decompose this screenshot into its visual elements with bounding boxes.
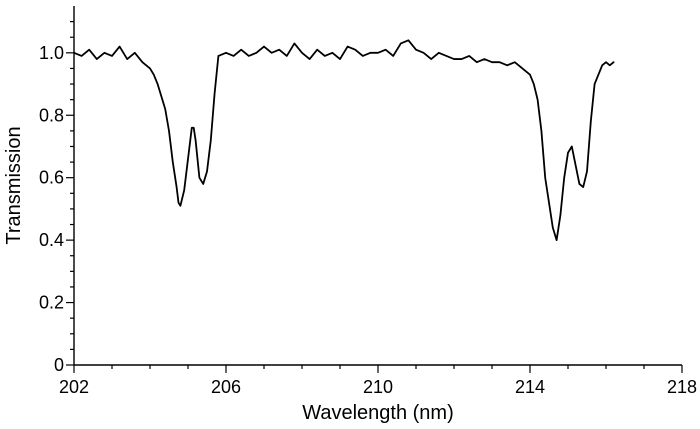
y-tick-label: 0.8: [39, 105, 64, 125]
axis-labels: Wavelength (nm) Transmission: [3, 126, 454, 424]
x-tick-label: 218: [667, 377, 697, 397]
y-tick-label: 0: [54, 355, 64, 375]
y-tick-label: 0.2: [39, 293, 64, 313]
axes: [73, 6, 682, 366]
series-layer: [73, 39, 615, 242]
y-tick-label: 0.6: [39, 168, 64, 188]
y-tick-label: 1.0: [39, 43, 64, 63]
x-tick-label: 210: [363, 377, 393, 397]
x-tick-label: 214: [515, 377, 545, 397]
ticks: 202 206 210 214 218 0 0.2 0.4 0.6 0.8 1.0: [39, 21, 697, 397]
y-axis-label: Transmission: [3, 126, 25, 244]
y-tick-label: 0.4: [39, 230, 64, 250]
x-tick-label: 206: [211, 377, 241, 397]
x-axis-label: Wavelength (nm): [302, 402, 454, 424]
transmission-line: [73, 39, 615, 242]
x-tick-label: 202: [59, 377, 89, 397]
